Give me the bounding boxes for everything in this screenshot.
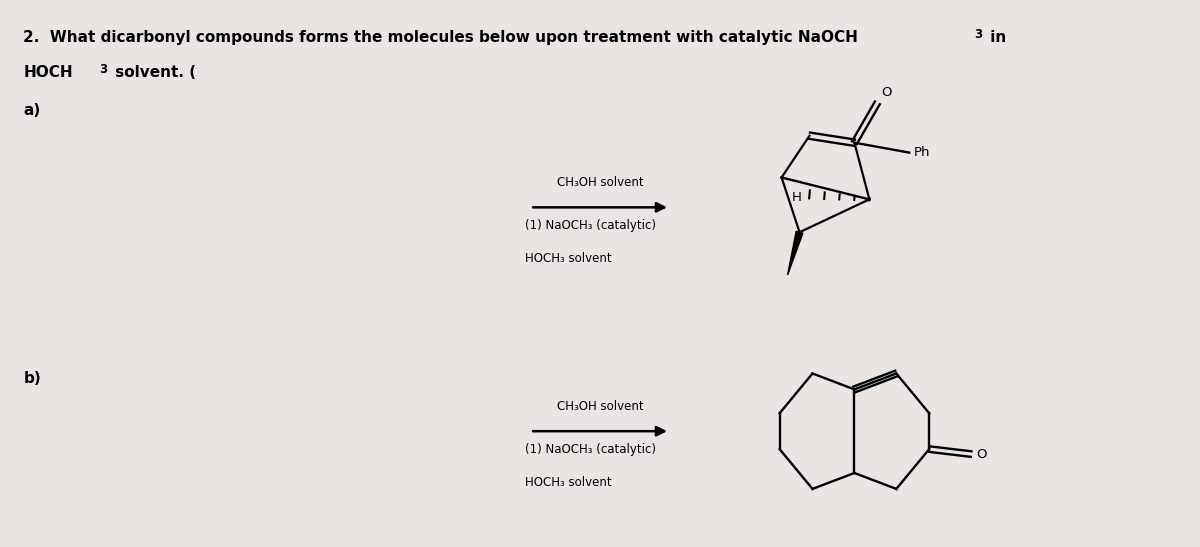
Text: CH₃OH solvent: CH₃OH solvent — [557, 177, 643, 189]
Text: CH₃OH solvent: CH₃OH solvent — [557, 400, 643, 414]
Text: solvent. (: solvent. ( — [110, 65, 197, 80]
Text: (1) NaOCH₃ (catalytic): (1) NaOCH₃ (catalytic) — [526, 219, 656, 232]
Text: a): a) — [23, 103, 41, 118]
Text: O: O — [881, 86, 892, 99]
Text: 3: 3 — [974, 28, 983, 41]
Polygon shape — [787, 231, 803, 275]
Text: (1) NaOCH₃ (catalytic): (1) NaOCH₃ (catalytic) — [526, 443, 656, 456]
Text: in: in — [985, 30, 1007, 45]
Text: H: H — [792, 191, 802, 204]
Text: Ph: Ph — [913, 146, 930, 159]
Text: HOCH₃ solvent: HOCH₃ solvent — [526, 476, 612, 489]
Text: O: O — [976, 447, 986, 461]
Text: HOCH₃ solvent: HOCH₃ solvent — [526, 252, 612, 265]
Text: 3: 3 — [100, 63, 107, 76]
Text: b): b) — [23, 371, 41, 387]
Text: 2.  What dicarbonyl compounds forms the molecules below upon treatment with cata: 2. What dicarbonyl compounds forms the m… — [23, 30, 858, 45]
Text: HOCH: HOCH — [23, 65, 73, 80]
